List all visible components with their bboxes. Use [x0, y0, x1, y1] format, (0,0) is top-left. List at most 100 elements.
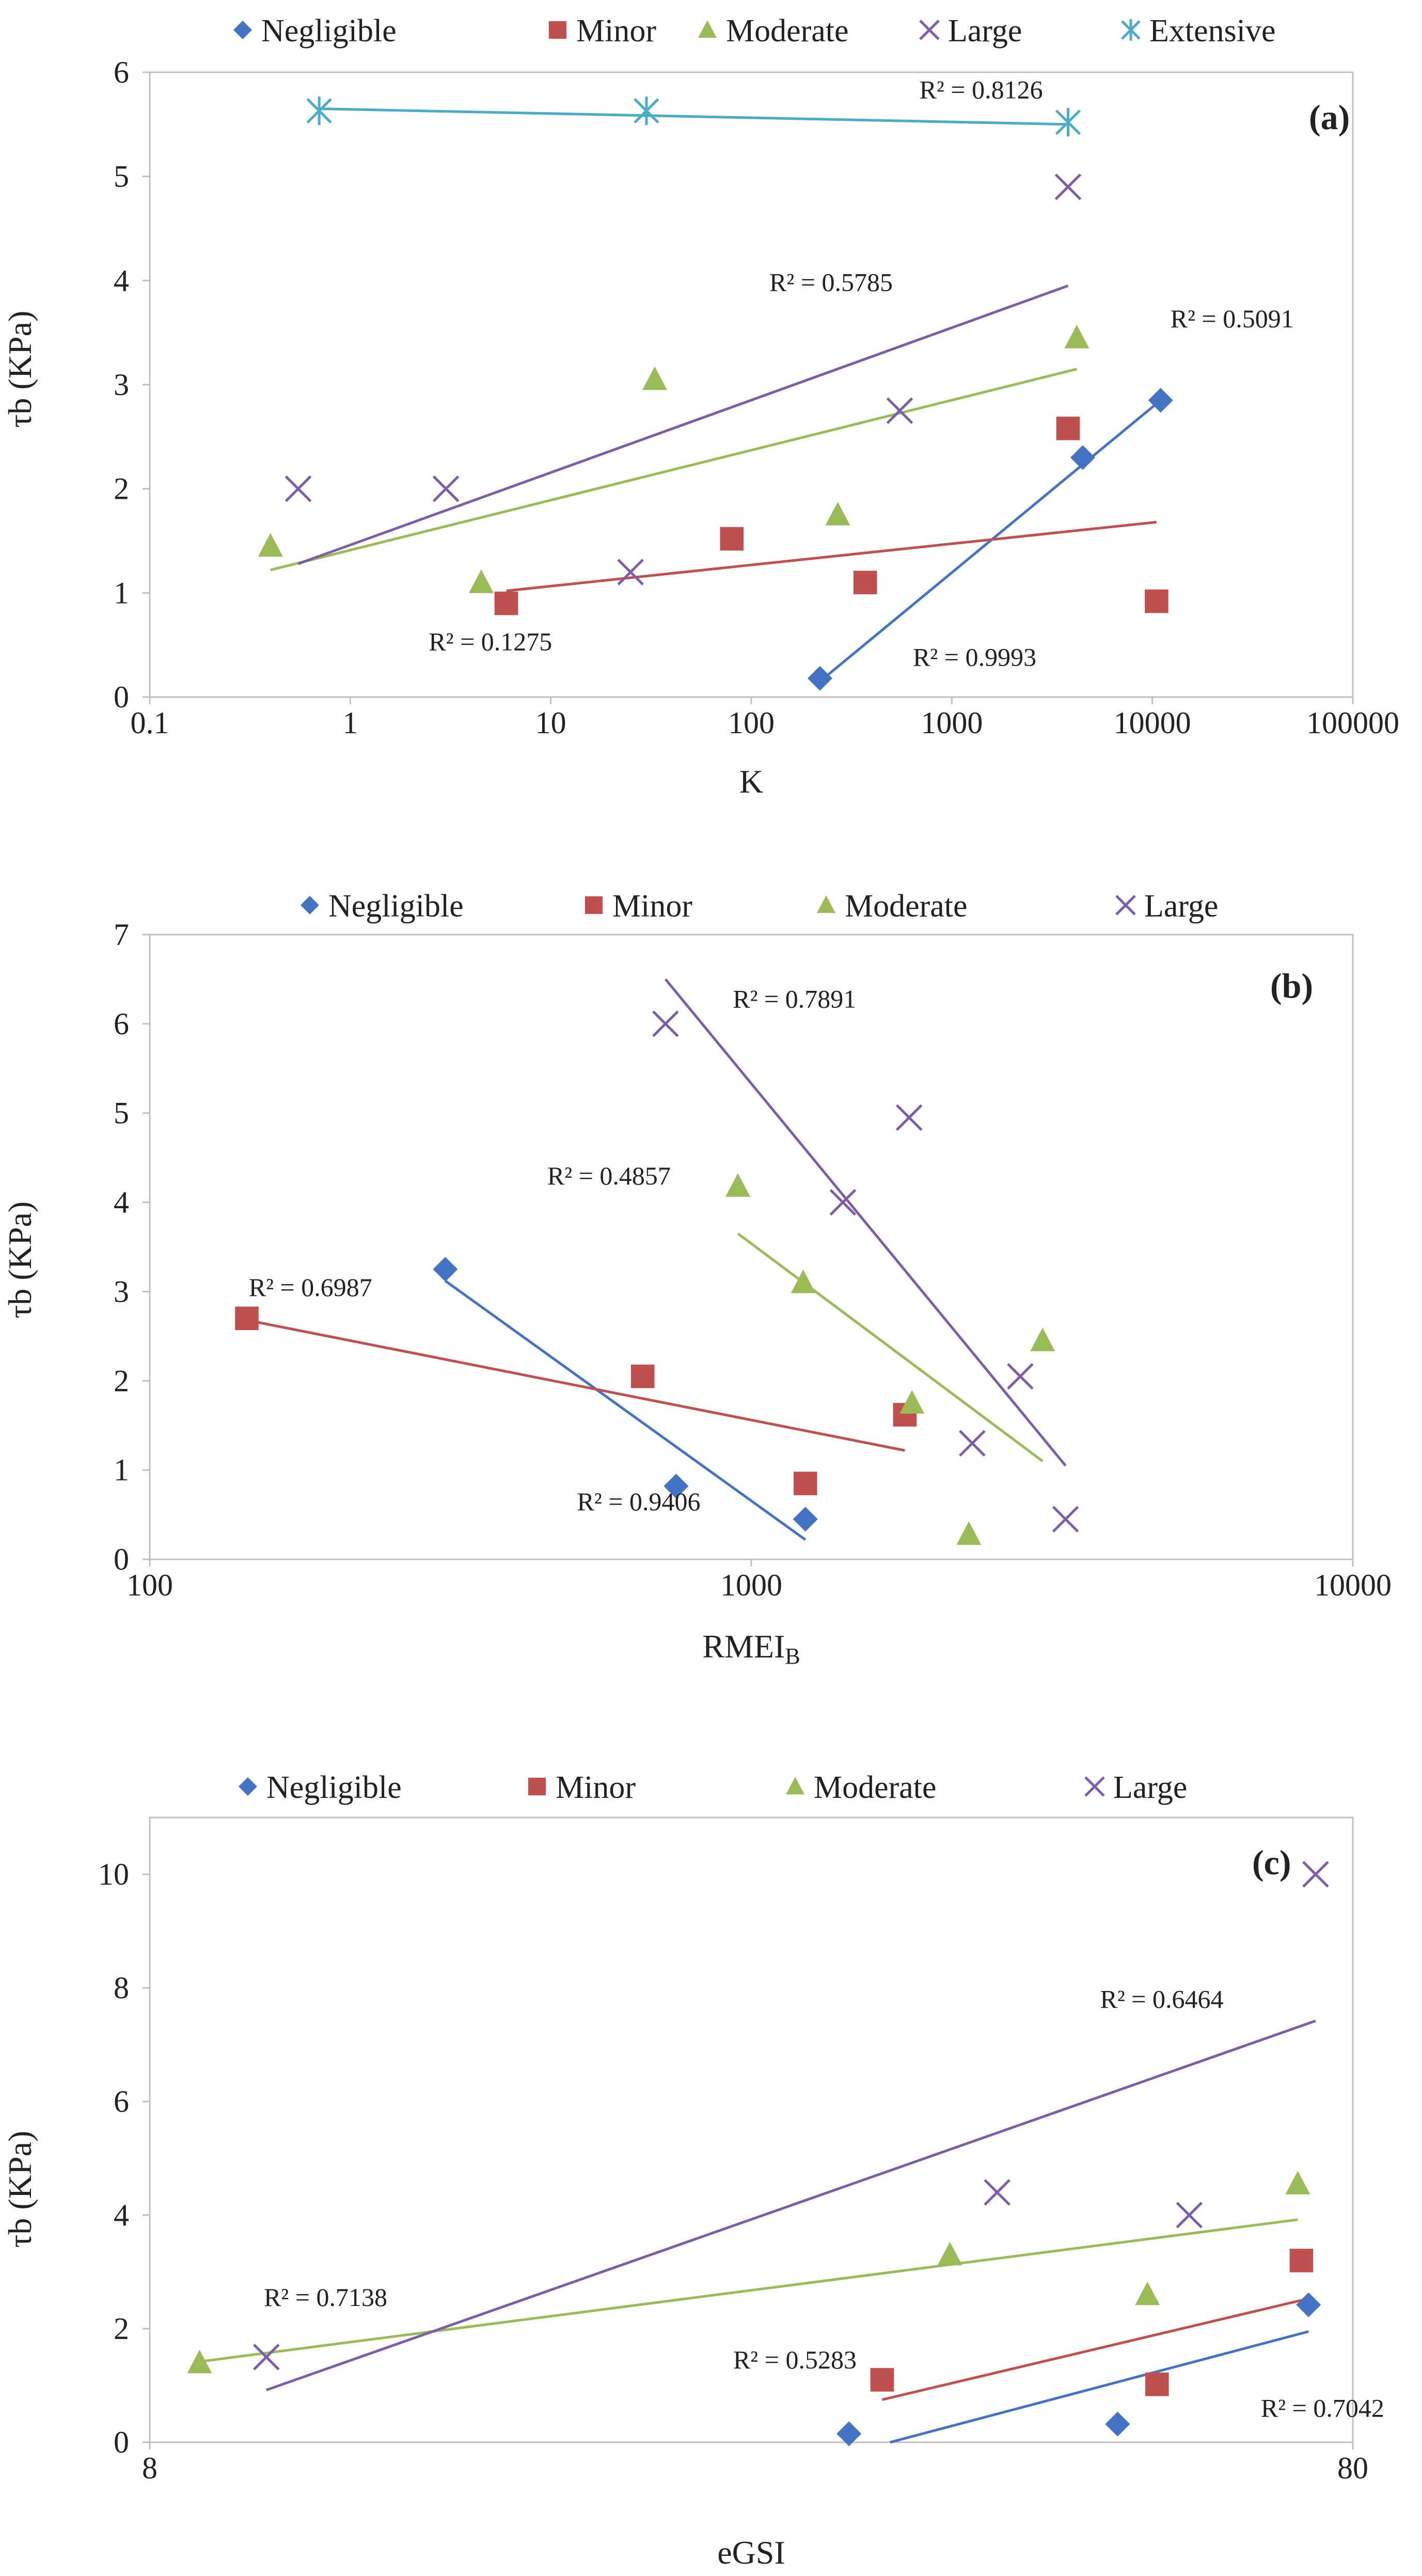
point-moderate [187, 2349, 212, 2374]
point-extensive [1055, 108, 1081, 137]
point-moderate [725, 1173, 751, 1197]
trendline-moderate [737, 1232, 1044, 1462]
r2-label-negligible: R² = 0.7042 [1261, 2394, 1384, 2423]
panel-c-label: (c) [1252, 1843, 1291, 1882]
y-tick-label: 4 [114, 1186, 129, 1220]
legend-marker-minor [584, 896, 603, 914]
r2-label-large: R² = 0.6464 [1100, 1985, 1223, 2014]
y-tick-label: 1 [114, 1453, 129, 1487]
x-tick-label: 100 [127, 1568, 173, 1602]
y-tick-label: 0 [114, 1542, 129, 1576]
x-tick-label: 0.1 [131, 706, 169, 740]
plot-frame-b [149, 934, 1354, 1560]
point-negligible [1070, 445, 1095, 470]
x-axis-label-b-sub: B [785, 1643, 800, 1669]
point-large [1302, 1861, 1329, 1888]
legend-marker-moderate [786, 1777, 804, 1795]
x-tick-label: 1000 [720, 1568, 782, 1602]
legend-entry-negligible: Negligible [261, 13, 397, 49]
x-tick-label: 1000 [921, 706, 983, 740]
point-minor [720, 527, 744, 551]
legend-marker-negligible [239, 1777, 257, 1796]
point-large [984, 2179, 1010, 2206]
point-moderate [1064, 325, 1089, 349]
y-tick-label: 3 [114, 1274, 129, 1308]
r2-label-moderate: R² = 0.5091 [1171, 304, 1294, 333]
panel-a: Negligible Minor Moderate Large Extensive 0 1… [2, 13, 1399, 800]
plot-frame-c [149, 1816, 1354, 2443]
point-large [1007, 1363, 1034, 1390]
legend-marker-extensive [1121, 19, 1141, 41]
point-large [617, 559, 644, 586]
point-negligible [1296, 2292, 1321, 2317]
marks-c: R² = 0.7042 R² = 0.5283 R² = 0.7138 R² = 0.… [187, 1861, 1384, 2446]
y-tick-label: 7 [114, 918, 129, 952]
trendline-negligible [444, 1279, 807, 1541]
y-tick-label: 0 [114, 2425, 129, 2459]
legend-marker-minor [528, 1777, 546, 1796]
point-moderate [468, 569, 494, 593]
trendline-negligible [890, 2330, 1309, 2444]
r2-label-moderate: R² = 0.4857 [547, 1161, 671, 1190]
legend-marker-moderate [817, 895, 835, 913]
y-axis-label-c: τb (KPa) [2, 2131, 38, 2248]
r2-label-large: R² = 0.7891 [733, 985, 856, 1014]
y-tick-label: 8 [114, 1971, 129, 2005]
panel-b: Negligible Minor Moderate Large 0 1 2 3 4 5 6 7 100… [2, 889, 1392, 1669]
y-tick-label: 6 [114, 2084, 129, 2119]
legend-entry-negligible: Negligible [266, 1770, 402, 1805]
x-tick-label: 80 [1337, 2451, 1368, 2485]
point-large [1054, 173, 1082, 200]
point-large [1176, 2202, 1203, 2229]
trendline-extensive [319, 107, 1068, 126]
y-axis-label-b: τb (KPa) [2, 1202, 38, 1319]
point-minor [870, 2368, 894, 2392]
trendline-large [265, 2019, 1316, 2392]
legend-marker-large [919, 20, 940, 40]
point-moderate [258, 533, 283, 557]
legend-entry-moderate: Moderate [845, 889, 968, 924]
point-negligible [807, 666, 832, 691]
y-tick-label: 6 [114, 1007, 129, 1041]
marks-b: R² = 0.9406 R² = 0.6987 R² = 0.4857 R² = 0.… [235, 978, 1079, 1545]
point-minor [1145, 2373, 1169, 2396]
y-tick-label: 3 [114, 368, 129, 402]
y-tick-label: 5 [114, 1096, 129, 1130]
legend-entry-extensive: Extensive [1149, 13, 1276, 49]
point-extensive [634, 97, 659, 125]
trendline-minor [506, 520, 1157, 592]
point-minor [494, 591, 518, 615]
y-tick-label: 0 [114, 680, 129, 714]
y-tick-label: 2 [114, 1364, 129, 1398]
legend-entry-large: Large [948, 13, 1022, 49]
point-moderate [791, 1269, 816, 1293]
point-minor [630, 1364, 655, 1388]
legend-entry-minor: Minor [612, 889, 692, 924]
trendline-large [297, 285, 1069, 565]
point-large [432, 475, 460, 502]
x-tick-label: 10000 [1114, 706, 1191, 740]
point-large [829, 1189, 857, 1216]
point-moderate [642, 366, 668, 390]
legend-entry-moderate: Moderate [814, 1770, 937, 1805]
x-axis-label-b-main: RMEI [702, 1628, 785, 1665]
y-axis-label-a: τb (KPa) [2, 311, 38, 428]
legend-b: Negligible Minor Moderate Large [301, 889, 1218, 924]
point-minor [1056, 416, 1080, 440]
x-tick-label: 100 [728, 706, 775, 740]
point-large [886, 397, 913, 424]
point-minor [793, 1472, 817, 1495]
point-negligible [433, 1257, 458, 1282]
x-axis-label-a: K [739, 763, 763, 800]
plot-frame-a [149, 71, 1354, 698]
x-tick-label: 100000 [1306, 706, 1399, 740]
point-large [1052, 1506, 1079, 1532]
point-large [652, 1010, 679, 1037]
y-tick-label: 6 [114, 55, 129, 89]
r2-label-minor: R² = 0.5283 [733, 2345, 857, 2374]
legend-entry-minor: Minor [556, 1770, 636, 1805]
trendline-minor [881, 2299, 1302, 2401]
legend-a: Negligible Minor Moderate Large Extensive [233, 13, 1276, 49]
